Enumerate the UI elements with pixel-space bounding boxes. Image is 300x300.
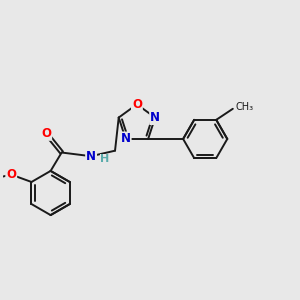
Text: O: O	[6, 168, 16, 181]
Text: N: N	[121, 133, 131, 146]
Text: CH₃: CH₃	[236, 102, 254, 112]
Text: O: O	[132, 98, 142, 111]
Text: N: N	[150, 111, 160, 124]
Text: H: H	[100, 154, 110, 164]
Text: O: O	[41, 127, 51, 140]
Text: N: N	[86, 150, 96, 163]
